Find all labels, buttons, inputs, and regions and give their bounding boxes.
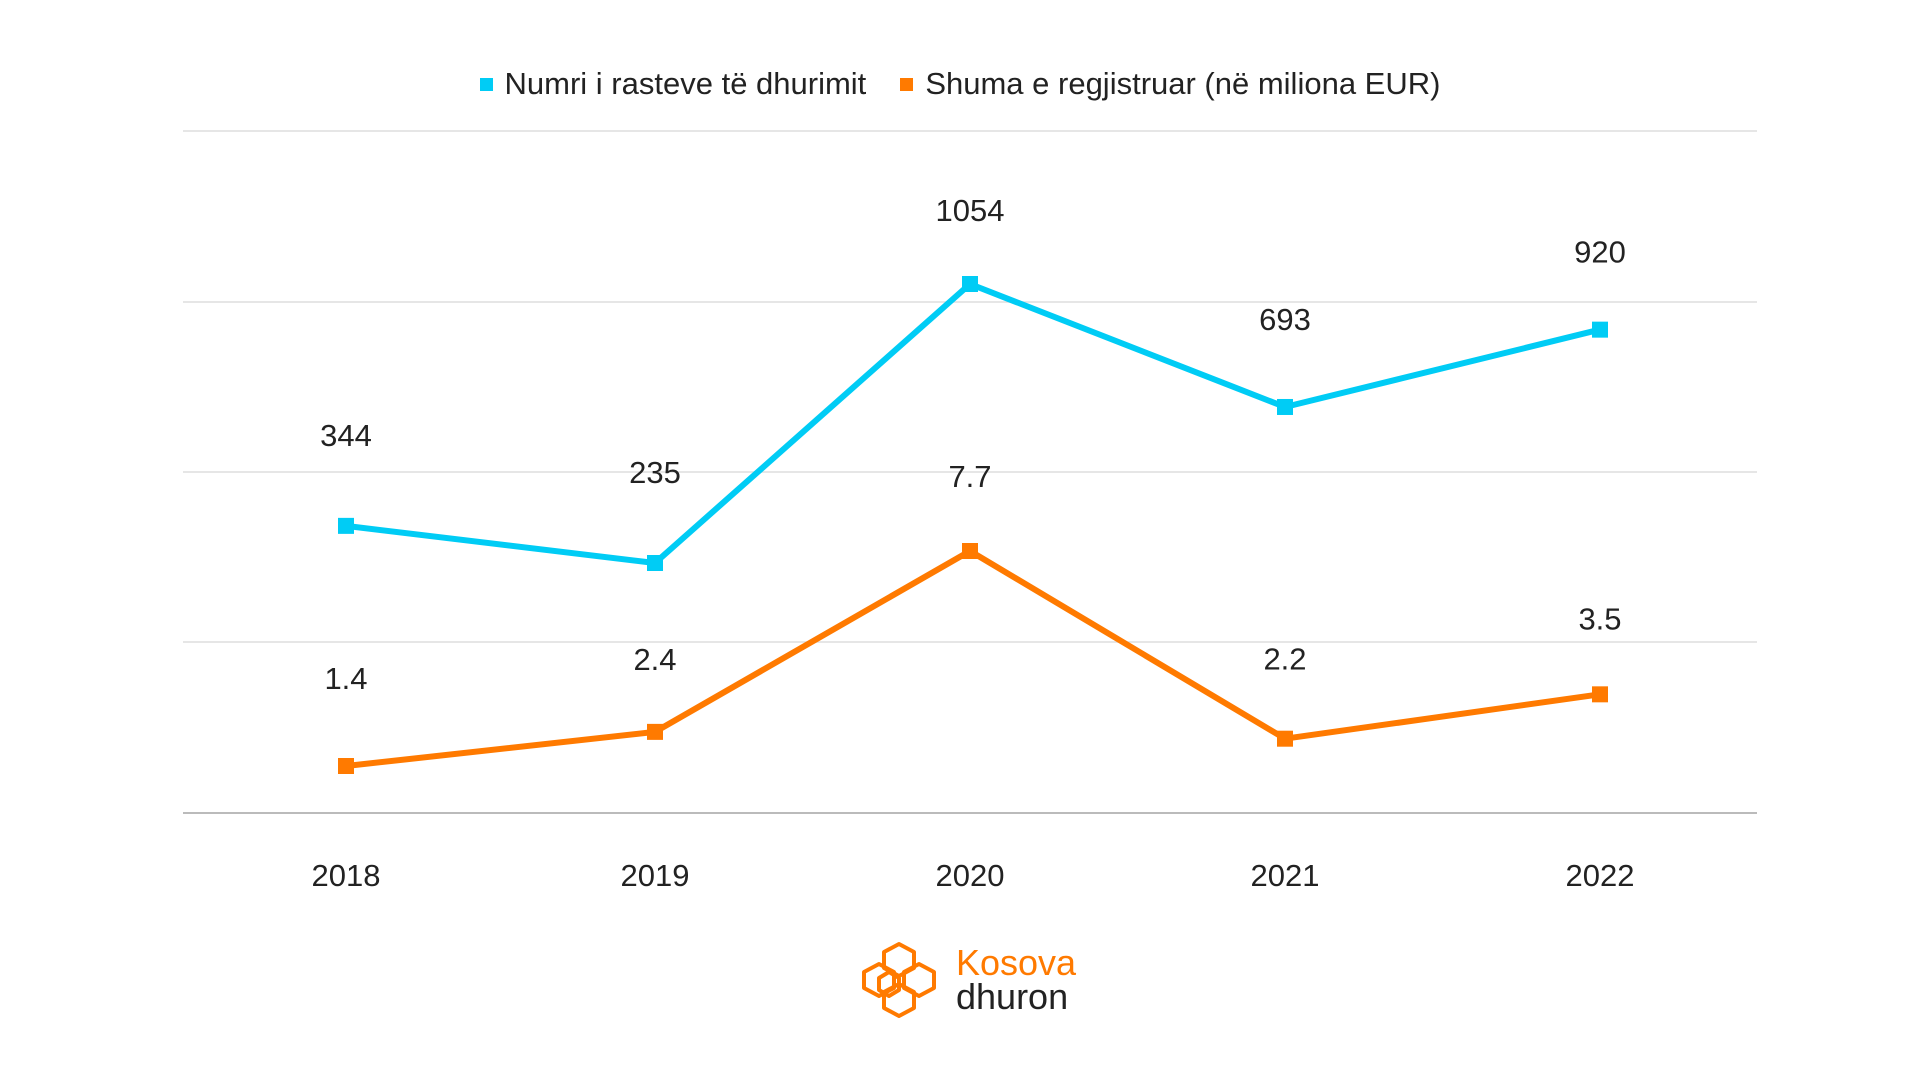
data-labels: 344 235 1054 693 920 1.4 2.4 7.7 2.2 3.5 [320,193,1626,696]
x-tick-label: 2021 [1251,858,1320,893]
hexagon-logo-icon [862,942,936,1018]
legend-item-count: Numri i rasteve të dhurimit [479,66,867,102]
data-point-marker [647,723,663,740]
legend-item-amount: Shuma e regjistruar (në miliona EUR) [900,66,1440,102]
legend-swatch-count [479,77,493,91]
data-point-marker [962,543,978,559]
data-label: 693 [1259,302,1311,337]
logo-text: Kosova dhuron [956,942,1077,1017]
x-tick-label: 2018 [312,858,381,893]
data-label: 344 [320,418,372,453]
kosova-dhuron-logo: Kosova dhuron [856,940,1076,1020]
x-axis: 2018 2019 2020 2021 2022 [183,812,1757,893]
legend-swatch-amount [900,77,914,91]
data-label: 235 [629,455,681,490]
data-point-marker [1592,321,1608,338]
data-label: 2.2 [1263,642,1306,677]
data-point-marker [647,555,663,571]
legend-label-count: Numri i rasteve të dhurimit [504,66,867,101]
x-tick-label: 2020 [936,858,1005,893]
data-point-marker [962,276,978,292]
series-layer [338,276,1608,774]
series-line-amount [345,548,1601,769]
data-label: 2.4 [633,642,676,677]
logo-line-kosova: Kosova [956,942,1077,983]
logo-line-dhuron: dhuron [956,976,1069,1017]
chart-legend: Numri i rasteve të dhurimit Shuma e regj… [0,66,1920,102]
data-point-marker [338,758,354,774]
data-label: 1.4 [324,661,367,696]
legend-label-amount: Shuma e regjistruar (në miliona EUR) [925,66,1441,101]
data-point-marker [1277,730,1293,747]
x-tick-label: 2019 [621,858,690,893]
data-point-marker [1592,686,1608,703]
data-label: 920 [1574,235,1626,270]
data-point-marker [1277,398,1293,415]
x-tick-label: 2022 [1566,858,1635,893]
series-line-count [345,281,1601,566]
data-label: 1054 [936,193,1005,228]
grid-lines [183,130,1757,643]
data-label: 3.5 [1578,601,1621,636]
data-label: 7.7 [948,459,991,494]
data-point-marker [338,517,354,534]
